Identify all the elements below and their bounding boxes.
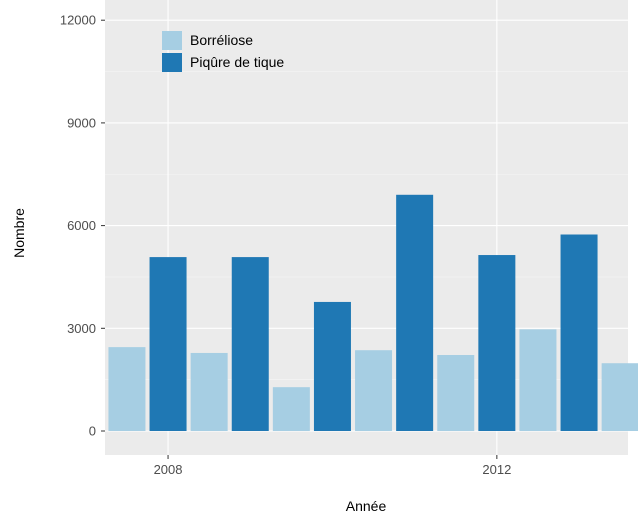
bar-borreliose (108, 347, 146, 431)
x-axis-title: Année (346, 498, 387, 514)
bar-borreliose (519, 329, 557, 431)
legend: Borréliose Piqûre de tique (162, 31, 284, 72)
bar-piqure-de-tique (231, 257, 269, 431)
bar-borreliose (437, 355, 475, 431)
bar-piqure-de-tique (396, 194, 434, 431)
bars (108, 194, 638, 431)
x-axis: 2008201220162019 (154, 455, 511, 477)
y-tick-label: 3000 (67, 321, 96, 336)
legend-label-borreliose: Borréliose (190, 32, 253, 48)
bar-borreliose (272, 387, 310, 431)
y-axis: 0 3000 6000 9000 12000 (60, 13, 105, 439)
y-tick-label: 12000 (60, 13, 96, 28)
x-tick-label: 2012 (482, 462, 511, 477)
y-tick-label: 0 (89, 424, 96, 439)
bar-borreliose (190, 352, 228, 431)
legend-swatch-borreliose (162, 31, 182, 50)
bar-borreliose (355, 350, 393, 431)
bar-piqure-de-tique (560, 234, 598, 431)
x-tick-label: 2008 (154, 462, 183, 477)
bar-piqure-de-tique (478, 255, 516, 431)
y-axis-title: Nombre (11, 208, 27, 258)
bar-borreliose (601, 363, 638, 431)
legend-swatch-piqure (162, 53, 182, 72)
y-tick-label: 6000 (67, 218, 96, 233)
bar-piqure-de-tique (149, 257, 187, 431)
y-tick-label: 9000 (67, 115, 96, 130)
bar-piqure-de-tique (313, 301, 351, 431)
legend-label-piqure: Piqûre de tique (190, 54, 284, 70)
